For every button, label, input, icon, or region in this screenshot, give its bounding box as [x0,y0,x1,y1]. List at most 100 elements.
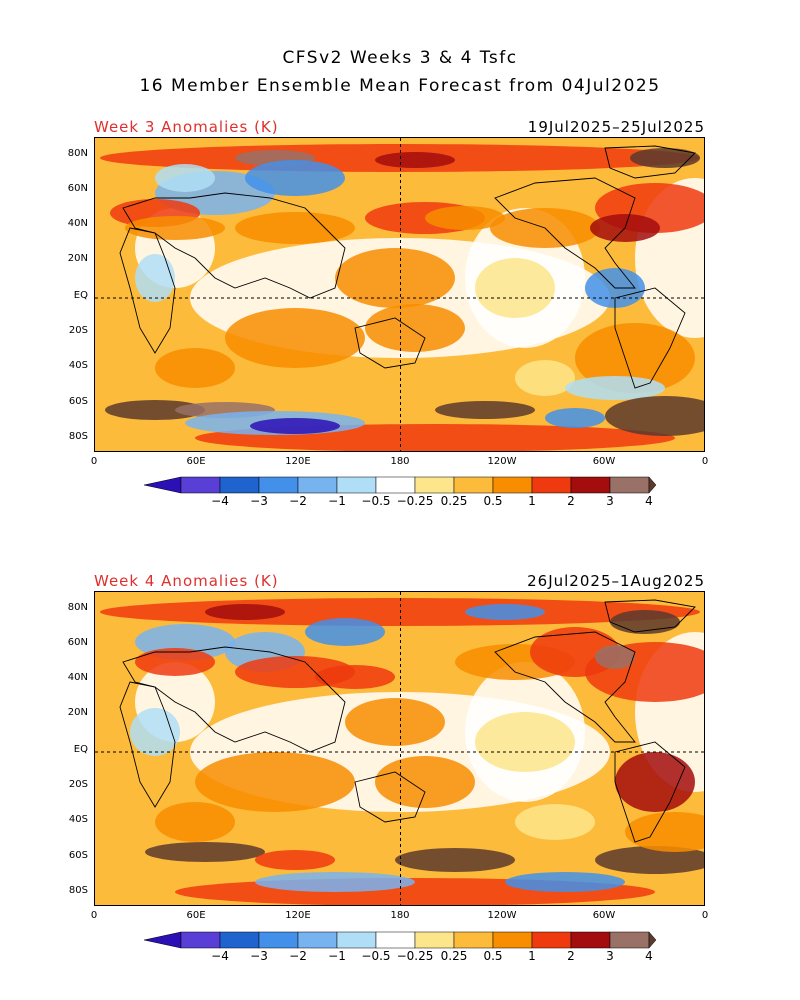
lat-tick-label: 80N [67,602,88,613]
colorbar-swatch [180,931,221,949]
colorbar-swatch [609,476,650,494]
colorbar-swatch [258,476,299,494]
lat-tick-label: 60S [68,396,88,407]
colorbar-tick-label: −3 [250,494,268,508]
colorbar-swatch [570,476,611,494]
colorbar-swatch [570,931,611,949]
colorbar-tick-label: 0.25 [440,949,468,963]
colorbar-tick-label: 1 [528,949,536,963]
colorbar-low-extend [143,476,182,494]
anomaly-region [255,872,415,892]
colorbar-tick-label: 3 [606,949,614,963]
week3-colorbar [143,475,657,495]
lat-tick-label: 60S [68,850,88,861]
lon-tick-label: 60E [186,456,206,467]
anomaly-region [250,418,340,434]
colorbar-tick-label: −0.5 [361,949,391,963]
panel2-dates: 26Jul2025–1Aug2025 [527,572,705,590]
colorbar-swatch [453,931,494,949]
coastline [494,631,636,743]
colorbar-tick-label: −0.5 [361,494,391,508]
colorbar-swatch [531,476,572,494]
anomaly-region [475,258,555,318]
anomaly-region [305,618,385,646]
lat-tick-label: 80N [67,148,88,159]
colorbar-tick-label: −1 [328,949,346,963]
anomaly-region [375,756,475,808]
colorbar-swatch [219,931,260,949]
lon-tick-label: 180 [390,910,410,921]
lon-tick-label: 60E [186,910,206,921]
lat-tick-label: 20N [67,707,88,718]
anomaly-region [245,160,345,196]
anomaly-region [435,401,535,419]
colorbar-tick-label: 4 [645,949,653,963]
anomaly-region [595,645,635,669]
colorbar-swatch [531,931,572,949]
anomaly-region [545,408,605,428]
lon-tick-label: 120W [487,456,517,467]
coastline [119,681,176,808]
anomaly-region [315,665,395,689]
coastline [122,646,346,753]
lon-tick-label: 60W [592,456,616,467]
anomaly-region [225,308,365,368]
anomaly-region [235,212,355,244]
anomaly-region [135,648,215,676]
anomaly-region [610,610,680,634]
coastline [119,227,176,354]
lon-tick-label: 60W [592,910,616,921]
lat-tick-label: 40S [68,814,88,825]
anomaly-region [575,323,695,393]
lat-tick-label: EQ [73,744,88,755]
colorbar-low-extend [143,931,182,949]
anomaly-region [375,152,455,168]
colorbar-tick-label: 0.25 [440,494,468,508]
anomaly-region [155,348,235,388]
colorbar-swatch [219,476,260,494]
colorbar-swatch [414,931,455,949]
colorbar-swatch [414,476,455,494]
lat-tick-label: 80S [68,431,88,442]
lon-tick-label: 120W [487,910,517,921]
panel1-dates: 19Jul2025–25Jul2025 [527,118,705,136]
lat-tick-label: 20S [68,779,88,790]
lon-tick-label: 0 [701,910,709,921]
anomaly-region [605,396,704,436]
anomaly-region [125,216,225,240]
anomaly-region [205,604,285,620]
anomaly-region [345,698,445,746]
week3-anomaly-map [94,137,705,452]
anomaly-region [630,148,700,168]
colorbar-high-extend [648,476,657,494]
week4-anomaly-map [94,591,705,906]
anomaly-region [465,604,545,620]
colorbar-tick-label: −0.25 [396,949,434,963]
lon-tick-label: 0 [90,910,98,921]
lon-tick-label: 120E [285,910,311,921]
colorbar-tick-label: −2 [289,494,307,508]
panel1-title: Week 3 Anomalies (K) [94,118,279,136]
colorbar-swatch [492,931,533,949]
colorbar-tick-label: 4 [645,494,653,508]
colorbar-tick-label: −3 [250,949,268,963]
lat-tick-label: 80S [68,885,88,896]
coastline [122,192,346,299]
colorbar-tick-label: −4 [211,494,229,508]
anomaly-region [365,304,465,352]
lat-tick-label: 60N [67,637,88,648]
lat-tick-label: 40S [68,360,88,371]
coastline [614,287,686,389]
anomaly-region [155,802,235,842]
colorbar-swatch [492,476,533,494]
lon-tick-label: 120E [285,456,311,467]
colorbar-swatch [453,476,494,494]
anomaly-region [335,248,455,308]
coastline [354,771,426,823]
colorbar-tick-label: −2 [289,949,307,963]
colorbar-swatch [336,476,377,494]
anomaly-region [135,254,175,302]
lat-tick-label: 20N [67,253,88,264]
colorbar-high-extend [648,931,657,949]
colorbar-swatch [375,476,416,494]
